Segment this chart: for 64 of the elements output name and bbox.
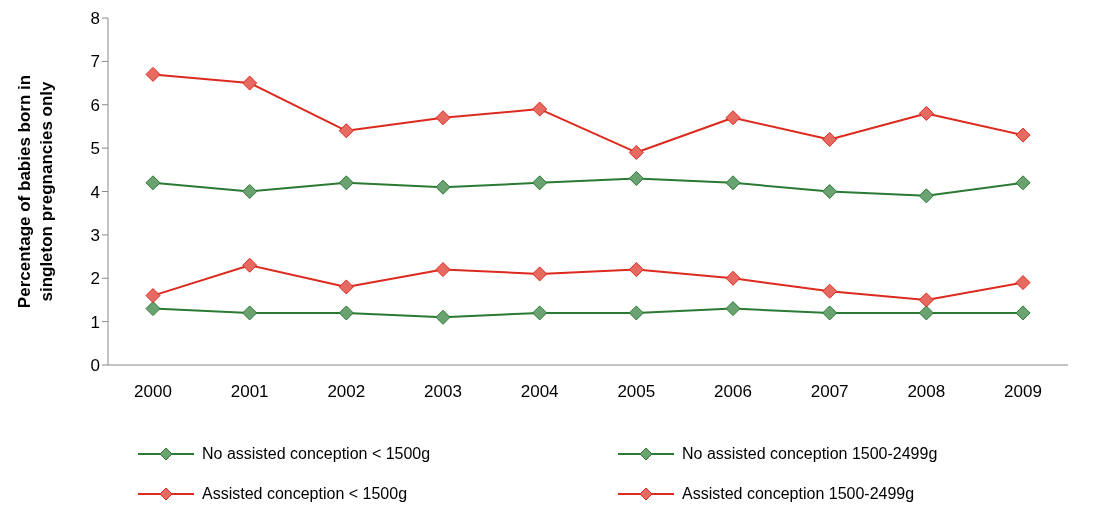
point	[1015, 305, 1031, 321]
point	[628, 262, 644, 278]
legend-label: Assisted conception 1500-2499g	[682, 485, 915, 503]
x-tick-label: 2001	[230, 382, 269, 402]
legend-label: No assisted conception < 1500g	[202, 445, 431, 463]
point	[338, 279, 354, 295]
y-tick-label: 6	[90, 95, 100, 115]
x-tick-label: 2004	[520, 382, 559, 402]
point	[822, 305, 838, 321]
y-tick-label: 3	[90, 225, 100, 245]
y-tick-label: 7	[90, 52, 100, 72]
point	[725, 175, 741, 191]
point	[918, 292, 934, 308]
x-tick-label: 2008	[907, 382, 946, 402]
x-tick-label: 2003	[424, 382, 462, 402]
point	[1015, 275, 1031, 291]
point	[242, 305, 258, 321]
point	[242, 184, 258, 199]
point	[145, 288, 161, 304]
point	[822, 283, 838, 299]
point	[918, 188, 934, 204]
x-tick-label: 2005	[617, 382, 656, 402]
point	[628, 144, 644, 160]
y-tick-label: 4	[90, 182, 100, 202]
point	[145, 301, 161, 317]
x-tick-label: 2006	[714, 382, 752, 402]
point	[145, 175, 161, 191]
point	[532, 305, 548, 321]
point	[628, 170, 644, 186]
point	[532, 101, 548, 117]
legend-label: Assisted conception < 1500g	[202, 485, 408, 503]
point	[435, 110, 451, 126]
point	[725, 301, 741, 317]
point	[822, 131, 838, 147]
point	[242, 257, 258, 273]
y-tick-label: 1	[90, 312, 100, 332]
point	[145, 66, 161, 82]
point	[918, 105, 934, 121]
point	[435, 262, 451, 278]
x-tick-label: 2000	[134, 382, 172, 402]
point	[435, 179, 451, 195]
point	[1015, 175, 1031, 191]
legend-label: No assisted conception 1500-2499g	[682, 445, 938, 463]
x-tick-label: 2002	[327, 382, 366, 402]
point	[338, 123, 354, 139]
point	[918, 305, 934, 321]
y-axis-title: Percentage of babies born in singleton pregnancies only	[15, 74, 56, 309]
point	[1015, 127, 1031, 143]
y-tick-label: 8	[90, 9, 100, 29]
point	[338, 305, 354, 321]
point	[435, 309, 451, 325]
point	[242, 75, 258, 91]
y-tick-label: 0	[90, 356, 100, 376]
point	[628, 305, 644, 321]
point	[338, 175, 354, 191]
point	[532, 266, 548, 282]
point	[822, 184, 838, 199]
y-tick-label: 2	[90, 269, 100, 289]
point	[725, 270, 741, 286]
y-tick-label: 5	[90, 139, 100, 159]
x-tick-label: 2007	[810, 382, 849, 402]
x-tick-label: 2009	[1004, 382, 1042, 402]
point	[532, 175, 548, 191]
point	[725, 110, 741, 126]
